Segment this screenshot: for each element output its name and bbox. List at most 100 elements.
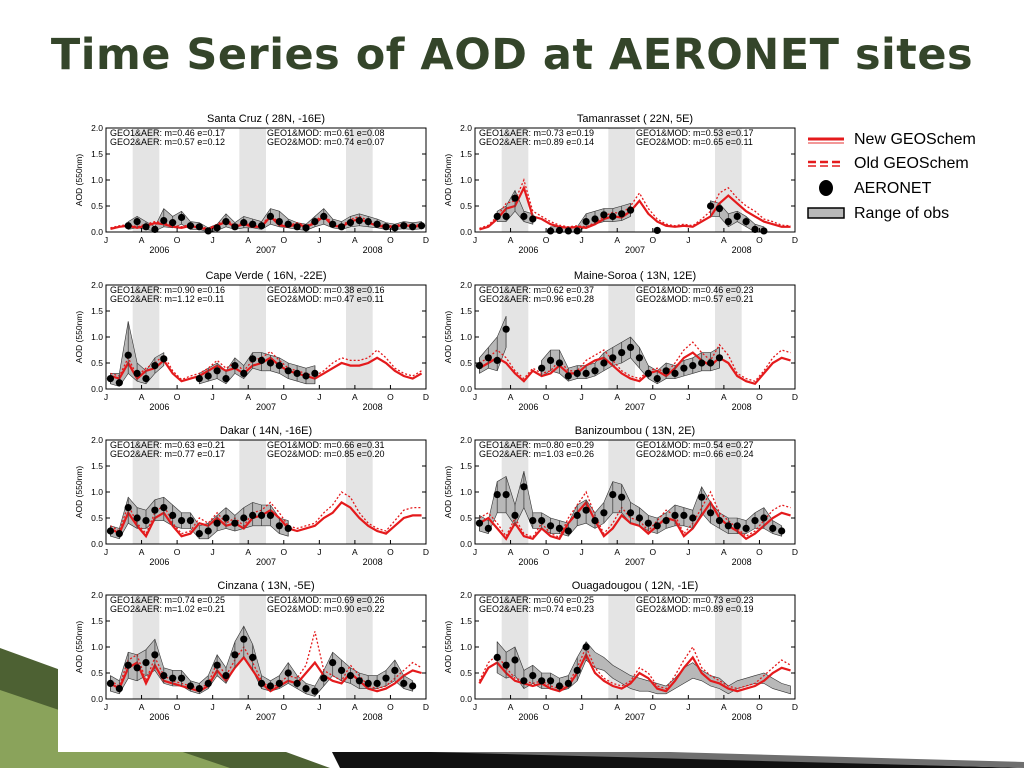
aeronet-point [231, 519, 239, 527]
aeronet-point [240, 369, 248, 377]
aeronet-point [555, 524, 564, 532]
year-label: 2008 [363, 245, 383, 255]
aeronet-point [302, 685, 310, 693]
panel-stat: GEO2&MOD: m=0.65 e=0.11 [636, 137, 753, 147]
aeronet-point [382, 223, 390, 231]
x-tick-label: J [686, 392, 690, 402]
x-tick-label: J [317, 392, 321, 402]
x-tick-label: O [543, 547, 550, 557]
x-tick-label: J [317, 702, 321, 712]
aeronet-point [475, 519, 484, 527]
season-shade [346, 285, 373, 389]
panel-cinzana: GEO1&AER: m=0.74 e=0.25 GEO1&MOD: m=0.69 … [74, 580, 429, 722]
legend-label-aeronet: AERONET [854, 180, 932, 197]
panel-stat: GEO2&MOD: m=0.85 e=0.20 [267, 449, 385, 459]
year-label: 2007 [256, 557, 276, 567]
aeronet-point [115, 530, 123, 538]
aeronet-point [329, 659, 337, 667]
season-shade [715, 285, 742, 389]
aeronet-point [311, 218, 319, 226]
aeronet-point [151, 506, 159, 514]
aeronet-point [222, 375, 230, 383]
y-tick-label: 2.0 [91, 123, 103, 133]
aeronet-point [142, 223, 150, 231]
x-tick-label: O [387, 547, 394, 557]
panel-cape-verde: GEO1&AER: m=0.90 e=0.16 GEO1&MOD: m=0.38 … [74, 270, 429, 412]
year-label: 2007 [625, 712, 645, 722]
y-tick-label: 0.0 [91, 384, 103, 394]
aeronet-point [417, 222, 426, 230]
aeronet-point [231, 223, 239, 231]
aeronet-point [115, 379, 123, 387]
y-axis-label: AOD (550nm) [443, 154, 453, 207]
y-tick-label: 1.0 [460, 642, 472, 652]
x-tick-label: O [649, 547, 656, 557]
aeronet-point [689, 362, 697, 370]
x-tick-label: J [473, 392, 477, 402]
aeronet-point [337, 666, 346, 675]
aeronet-point [564, 527, 572, 535]
panel-stat: GEO1&MOD: m=0.73 e=0.23 [636, 595, 754, 605]
aeronet-point [204, 372, 212, 380]
aeronet-point [133, 514, 141, 522]
x-tick-label: A [614, 547, 620, 557]
aeronet-point [257, 222, 266, 230]
aeronet-point [484, 354, 492, 362]
panel-stat: GEO2&AER: m=0.57 e=0.12 [110, 137, 225, 147]
x-tick-label: O [756, 235, 763, 245]
aeronet-point [222, 672, 230, 680]
figure-panel-grid: GEO1&AER: m=0.46 e=0.17 GEO1&MOD: m=0.61 … [58, 100, 806, 752]
panel-stat: GEO1&AER: m=0.60 e=0.25 [479, 595, 594, 605]
aeronet-point [160, 216, 168, 225]
aeronet-point [142, 517, 150, 525]
aeronet-point [124, 351, 132, 359]
aeronet-point [249, 653, 257, 662]
panel-tamanrasset: GEO1&AER: m=0.73 e=0.19 GEO1&MOD: m=0.53 … [443, 113, 798, 255]
aeronet-point [671, 369, 679, 377]
aeronet-point [240, 635, 248, 643]
panel-stat: GEO1&MOD: m=0.66 e=0.31 [267, 440, 385, 450]
aeronet-point [591, 215, 599, 223]
panel-dakar: GEO1&AER: m=0.63 e=0.21 GEO1&MOD: m=0.66 … [74, 425, 429, 567]
x-tick-label: J [580, 235, 584, 245]
x-tick-label: A [352, 702, 358, 712]
aeronet-point [213, 661, 221, 669]
year-label: 2006 [518, 245, 538, 255]
aeronet-point [275, 679, 283, 688]
aeronet-point [124, 661, 132, 669]
aeronet-point [715, 354, 724, 362]
legend-label-range-of-obs: Range of obs [854, 205, 950, 222]
x-tick-label: A [721, 702, 727, 712]
aeronet-point [213, 367, 221, 375]
panel-title: Tamanrasset ( 22N, 5E) [577, 113, 693, 125]
aeronet-point [124, 504, 132, 512]
panel-stat: GEO1&AER: m=0.73 e=0.19 [479, 128, 594, 138]
aeronet-point [555, 682, 564, 690]
aeronet-point [573, 369, 581, 377]
year-label: 2008 [732, 245, 752, 255]
year-label: 2006 [518, 402, 538, 412]
aeronet-point [195, 223, 203, 231]
panel-site-name: Maine-Soroa [574, 270, 640, 282]
aeronet-point [329, 220, 337, 228]
aeronet-point [671, 511, 679, 519]
aeronet-point [715, 517, 724, 525]
new-geoschem-line [478, 500, 791, 541]
year-label: 2006 [149, 712, 169, 722]
panel-stat: GEO2&MOD: m=0.89 e=0.19 [636, 604, 754, 614]
aeronet-point [177, 517, 186, 525]
aeronet-point [213, 224, 221, 232]
panel-site-coords: ( 13N, 12E) [640, 270, 696, 282]
y-tick-label: 0.0 [460, 539, 472, 549]
y-axis-label: AOD (550nm) [443, 621, 453, 674]
year-label: 2008 [732, 402, 752, 412]
panel-stat: GEO1&MOD: m=0.69 e=0.26 [267, 595, 385, 605]
aeronet-point [520, 677, 528, 685]
old-geoschem-line [479, 178, 791, 229]
year-label: 2008 [363, 712, 383, 722]
x-tick-label: J [580, 392, 584, 402]
panel-stat: GEO1&MOD: m=0.46 e=0.23 [636, 285, 754, 295]
x-tick-label: J [580, 547, 584, 557]
panel-stat: GEO1&AER: m=0.63 e=0.21 [110, 440, 225, 450]
y-tick-label: 0.5 [460, 358, 472, 368]
